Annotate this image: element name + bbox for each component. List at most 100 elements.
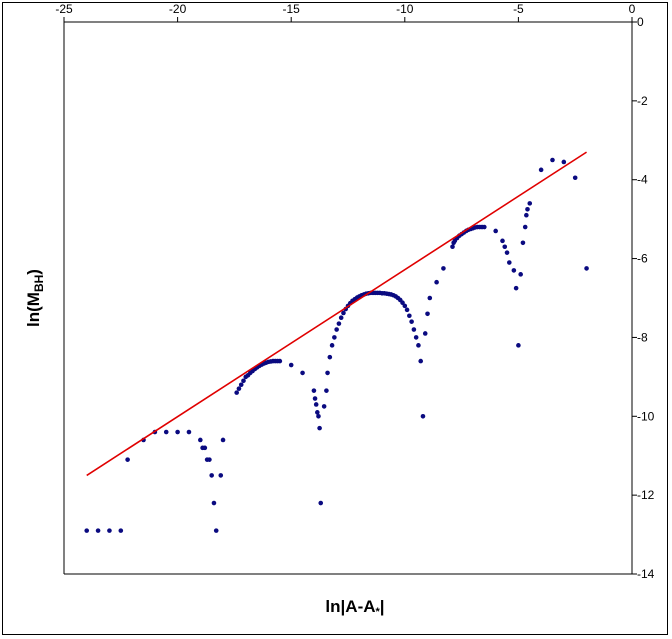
data-point <box>209 473 214 478</box>
data-point <box>502 244 508 250</box>
data-point <box>107 528 112 533</box>
x-axis-title-main: ln|A-A <box>325 597 375 616</box>
data-point <box>327 354 333 360</box>
data-point <box>520 240 526 246</box>
data-point <box>213 528 219 533</box>
data-point <box>175 429 180 435</box>
data-point <box>311 388 317 393</box>
data-point <box>584 266 589 271</box>
data-point <box>125 457 130 462</box>
y-axis-title: ln(MBH) <box>24 269 46 327</box>
y-axis-title-sub: BH <box>32 275 46 292</box>
y-tick-label: -2 <box>637 94 648 108</box>
data-point <box>207 457 212 462</box>
data-point <box>493 228 498 234</box>
data-point <box>427 295 433 301</box>
data-point <box>186 429 192 435</box>
y-tick-label: -14 <box>637 567 655 581</box>
data-point <box>561 159 567 165</box>
data-point <box>315 410 320 415</box>
data-point <box>513 285 519 291</box>
x-tick-label: -25 <box>55 2 73 16</box>
x-axis-title-end: | <box>380 597 385 616</box>
data-point <box>316 413 321 419</box>
data-point <box>241 378 246 384</box>
data-point <box>407 313 412 319</box>
data-point <box>420 413 426 419</box>
y-tick-label: -12 <box>637 488 655 502</box>
data-point <box>198 437 203 443</box>
y-tick-label: -4 <box>637 173 648 187</box>
data-point <box>411 327 417 332</box>
y-tick-label: -8 <box>637 330 648 344</box>
data-point <box>202 445 208 451</box>
data-point <box>434 279 439 285</box>
data-point <box>218 473 224 478</box>
y-ticks: 0 -2 -4 -6 -8 -10 -12 -14 <box>632 15 655 581</box>
data-point <box>338 315 344 321</box>
data-point <box>507 260 512 265</box>
data-point <box>402 303 408 309</box>
data-point <box>413 335 419 340</box>
data-point <box>318 500 324 506</box>
y-tick-label: 0 <box>637 15 644 29</box>
data-point <box>334 327 339 332</box>
data-point <box>409 319 414 324</box>
data-point <box>404 307 410 313</box>
data-point <box>525 206 530 212</box>
data-point <box>425 311 430 317</box>
x-tick-label: -10 <box>396 2 414 16</box>
x-tick-label: 0 <box>629 2 636 16</box>
y-tick-label: -10 <box>637 409 655 423</box>
data-point <box>524 212 529 218</box>
data-point <box>422 331 428 336</box>
data-point <box>325 370 330 376</box>
x-axis-title: ln|A-A*| <box>325 597 384 618</box>
data-point <box>220 437 226 443</box>
data-point <box>450 244 455 250</box>
data-point <box>300 370 305 376</box>
data-point <box>500 238 505 244</box>
data-point <box>84 528 90 533</box>
fit-line-series <box>86 151 587 477</box>
data-point <box>324 388 329 393</box>
y-axis-title-end: ) <box>24 269 43 275</box>
data-point <box>522 224 528 230</box>
data-point <box>95 528 101 533</box>
data-point <box>341 310 346 316</box>
data-point <box>516 343 521 348</box>
data-point <box>550 157 555 163</box>
x-ticks: -25 -20 -15 -10 -5 0 <box>55 2 636 22</box>
scatter-series <box>84 157 589 533</box>
data-point <box>288 362 294 368</box>
data-point <box>118 528 124 533</box>
data-point <box>312 396 318 401</box>
data-point <box>538 167 544 173</box>
data-point <box>313 402 319 407</box>
data-point <box>329 343 335 348</box>
plot-area <box>63 21 633 575</box>
data-point <box>482 224 487 230</box>
x-tick-label: -15 <box>283 2 301 16</box>
data-point <box>332 335 337 340</box>
data-point <box>211 500 217 506</box>
data-point <box>163 429 169 435</box>
data-point <box>441 266 446 271</box>
x-axis-title-sub: * <box>376 606 381 618</box>
data-point <box>418 358 424 364</box>
data-point <box>504 250 510 255</box>
data-point <box>236 386 242 391</box>
data-point <box>277 358 283 364</box>
data-point <box>572 175 578 181</box>
y-axis-title-main: ln(M <box>24 292 43 327</box>
data-point <box>238 382 244 388</box>
x-tick-label: -5 <box>513 2 524 16</box>
data-point <box>336 321 342 326</box>
data-point <box>416 343 421 348</box>
x-tick-label: -20 <box>169 2 187 16</box>
data-point <box>527 201 533 206</box>
data-point <box>518 272 523 277</box>
data-point <box>234 390 239 395</box>
